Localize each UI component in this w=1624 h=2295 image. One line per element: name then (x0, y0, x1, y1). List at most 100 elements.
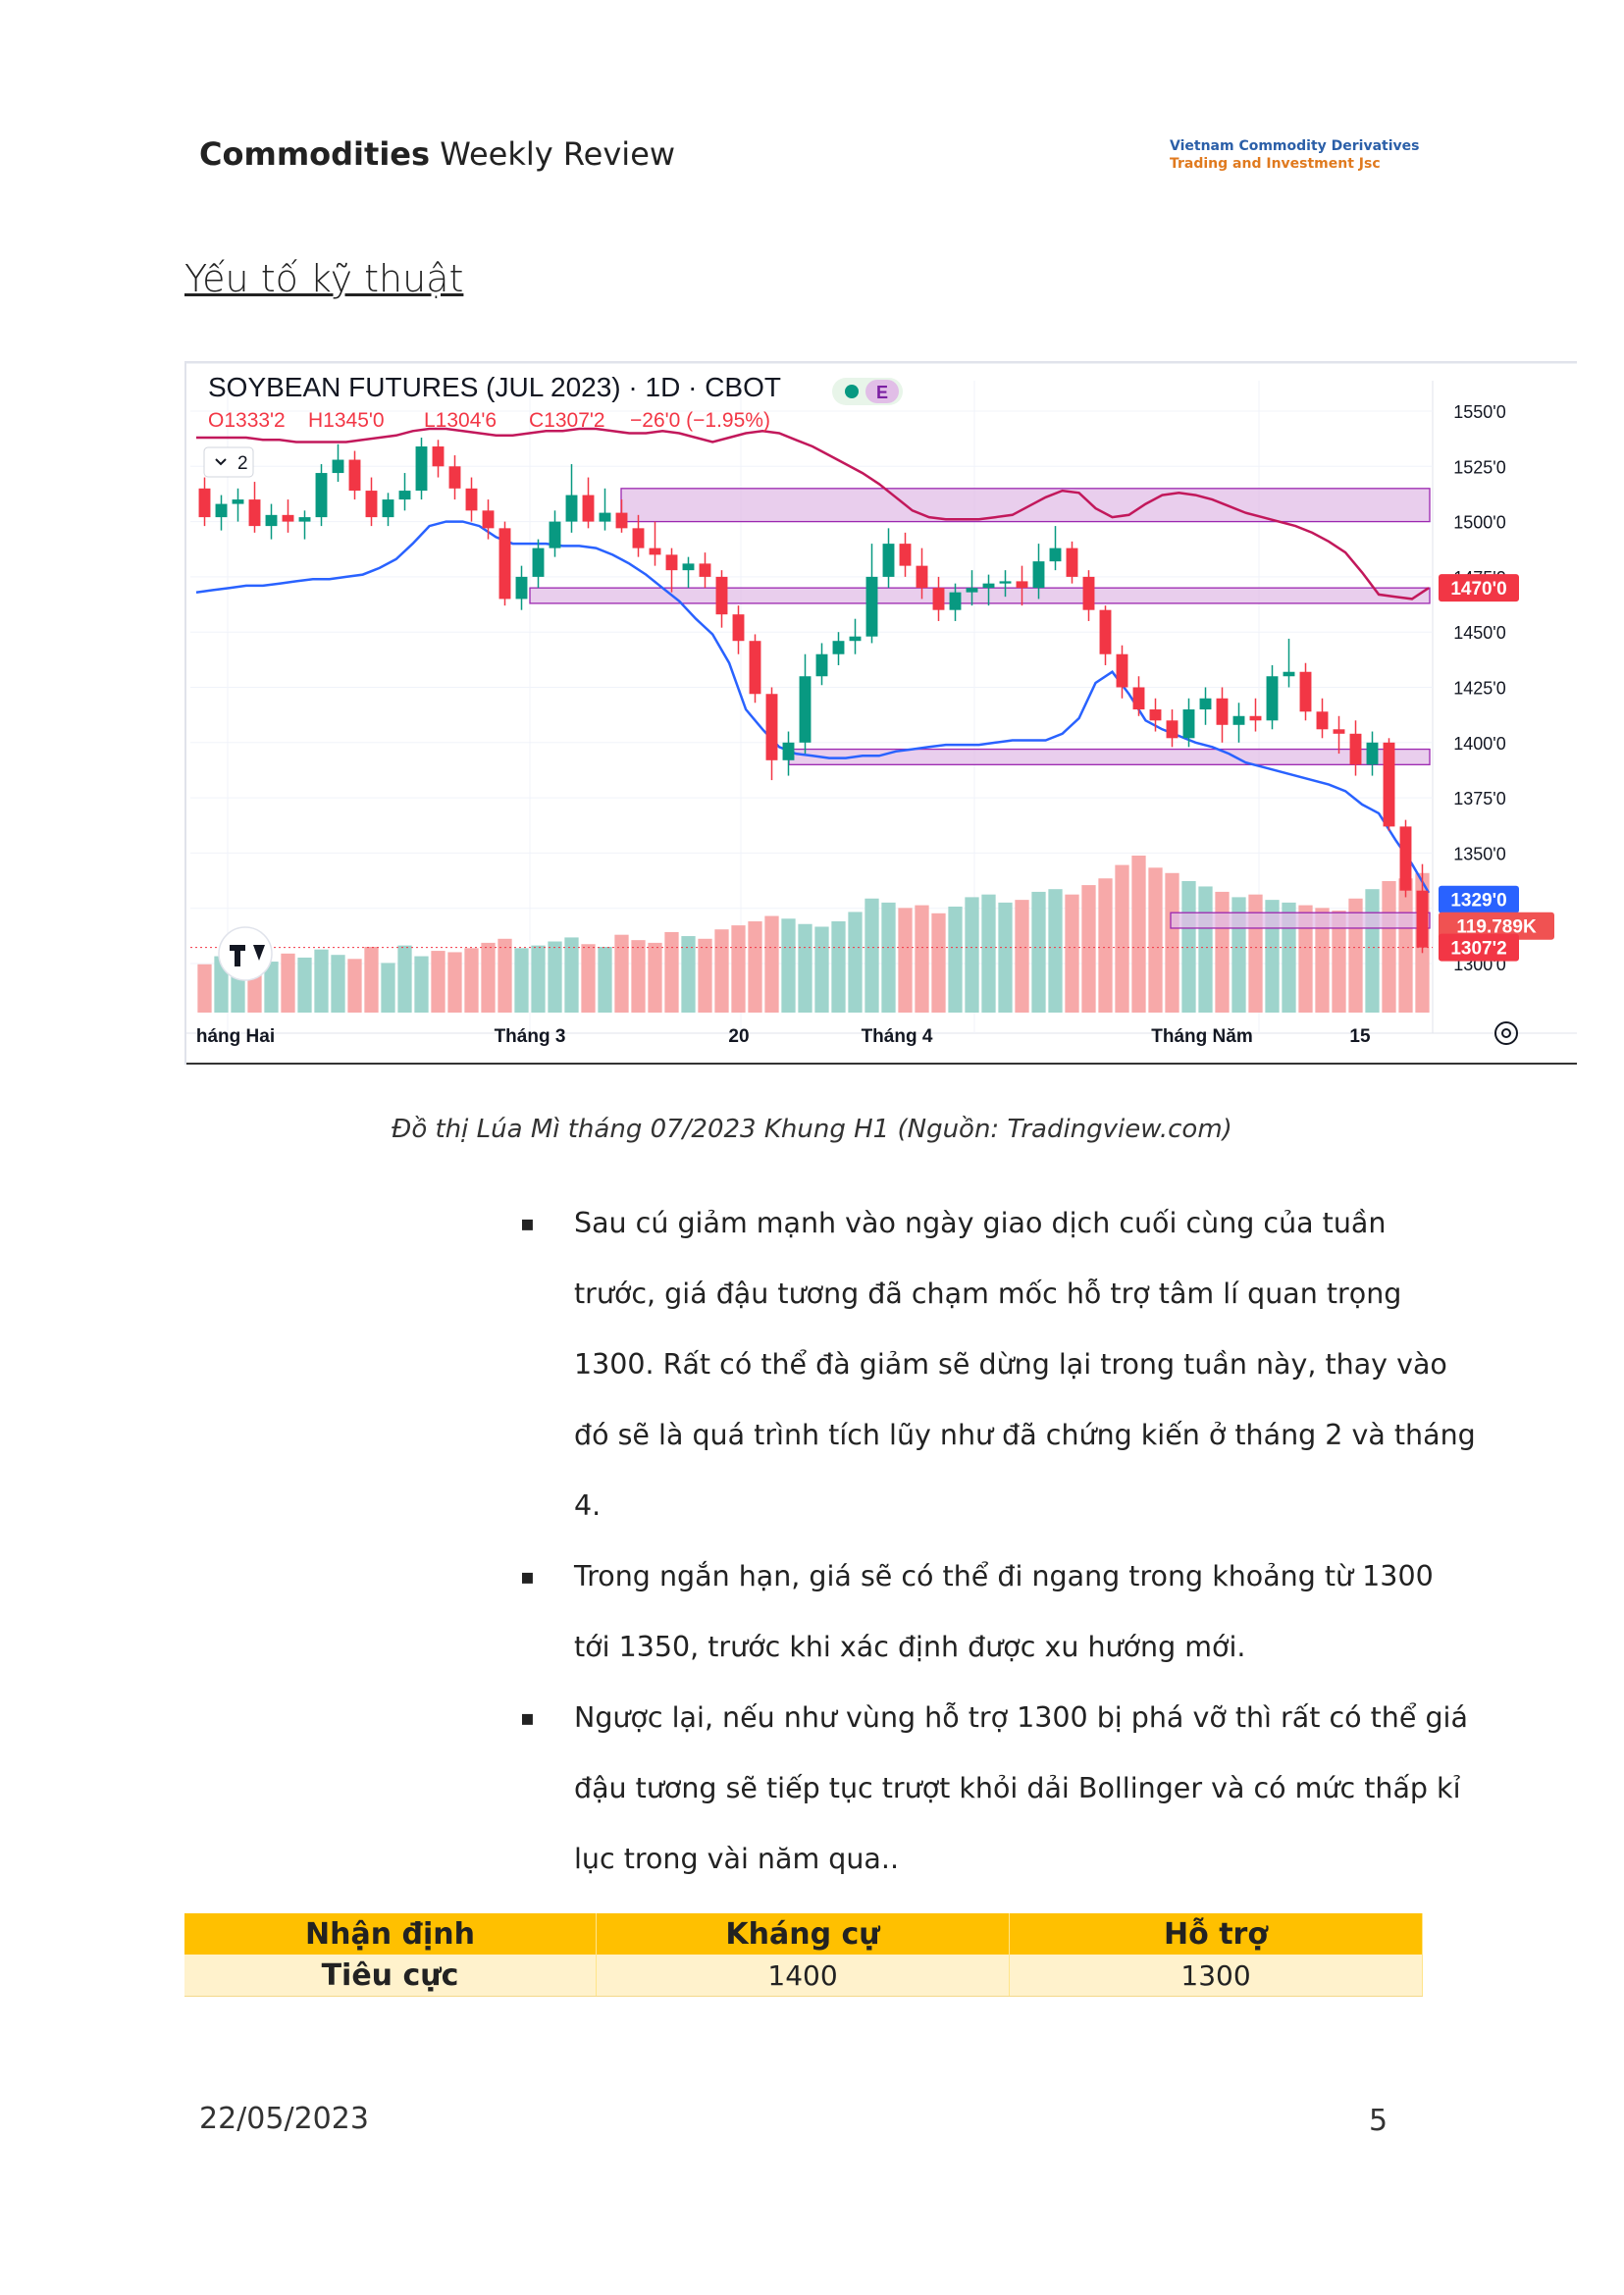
volume-bar (548, 941, 562, 1013)
volume-bar (531, 945, 546, 1013)
candle-body (832, 641, 845, 654)
chart-caption: Đồ thị Lúa Mì tháng 07/2023 Khung H1 (Ng… (392, 1115, 1232, 1144)
table-cell-resistance: 1400 (596, 1955, 1011, 1997)
candle-body (1383, 742, 1395, 827)
bollinger-lower-line (195, 520, 1431, 894)
volume-bar (781, 918, 796, 1013)
candle-body (215, 503, 228, 518)
candle-body (982, 583, 995, 589)
candle-body (1416, 890, 1429, 948)
chevron-down-icon (215, 458, 227, 466)
price-tag-label: 1307'2 (1450, 939, 1506, 960)
ohlc-value: O1333'2 (208, 409, 286, 432)
candle-body (365, 491, 378, 518)
volume-bar (447, 952, 462, 1013)
candle-body (1232, 715, 1245, 725)
price-chart: 1300'01325'01350'01375'01400'01425'01450… (184, 360, 1577, 1065)
candle-body (398, 491, 411, 500)
y-tick-label: 1375'0 (1453, 789, 1506, 808)
candle-body (1216, 698, 1229, 725)
candle-body (1366, 742, 1379, 765)
candle-body (348, 459, 361, 492)
volume-bar (1298, 905, 1313, 1013)
volume-bar (1098, 878, 1113, 1013)
y-tick-label: 1450'0 (1453, 623, 1506, 643)
price-tag-label: 1329'0 (1450, 891, 1506, 912)
table-cell-outlook: Tiêu cực (184, 1955, 597, 1997)
ohlc-value: L1304'6 (424, 409, 497, 432)
y-tick-label: 1400'0 (1453, 734, 1506, 754)
volume-bar (1215, 891, 1230, 1013)
ohlc-value: C1307'2 (529, 409, 605, 432)
volume-bar (1131, 856, 1146, 1013)
table-header: Kháng cự (596, 1913, 1011, 1955)
volume-bar (347, 959, 362, 1013)
candle-body (1299, 671, 1312, 712)
volume-bar (264, 962, 279, 1013)
company-logo: Vietnam Commodity Derivatives Trading an… (1170, 137, 1420, 173)
section-title: Yếu tố kỹ thuật (184, 257, 464, 300)
volume-bar (1398, 878, 1413, 1013)
ohlc-value: H1345'0 (308, 409, 385, 432)
volume-bar (1081, 885, 1096, 1013)
candle-body (1283, 671, 1295, 677)
candle-body (732, 614, 745, 642)
volume-bar (698, 938, 712, 1013)
volume-bar (848, 912, 863, 1013)
volume-bar (364, 946, 379, 1013)
candle-body (1099, 609, 1112, 654)
candle-body (515, 576, 528, 600)
candle-body (1316, 711, 1329, 730)
candle-body (549, 521, 561, 548)
candle-body (899, 544, 912, 566)
volume-bar (764, 915, 779, 1013)
candle-body (465, 488, 478, 511)
tradingview-logo-icon (218, 926, 273, 981)
candle-body (1166, 720, 1179, 739)
candle-body (1249, 715, 1262, 721)
volume-bar (648, 942, 662, 1013)
candle-body (699, 563, 711, 577)
bullet-text-line: 1300. Rất có thể đà giảm sẽ dừng lại tro… (574, 1348, 1447, 1381)
bullet-text-line: đậu tương sẽ tiếp tục trượt khỏi dải Bol… (574, 1772, 1461, 1804)
volume-bar (197, 964, 212, 1013)
y-tick-label: 1550'0 (1453, 402, 1506, 422)
table-header-row: Nhận định Kháng cự Hỗ trợ (184, 1913, 1423, 1955)
price-tag-label: 1470'0 (1450, 579, 1506, 600)
volume-bar (598, 946, 612, 1013)
volume-bar (631, 940, 646, 1013)
price-tag (1439, 912, 1554, 940)
candle-body (1116, 653, 1128, 688)
volume-bar (381, 963, 395, 1013)
volume-bar (314, 949, 329, 1013)
volume-bar (1382, 880, 1396, 1013)
candle-body (248, 499, 261, 527)
candle-body (1132, 687, 1145, 710)
candle-body (565, 495, 578, 522)
candle-body (382, 499, 394, 518)
candle-body (582, 495, 595, 522)
volume-bar (864, 898, 879, 1013)
volume-bar (898, 908, 913, 1013)
candle-body (615, 512, 628, 529)
footer-date: 22/05/2023 (199, 2102, 369, 2136)
candle-body (265, 514, 278, 527)
bullet-text-line: 4. (574, 1489, 602, 1522)
x-tick-label: Tháng 4 (862, 1026, 933, 1047)
support-resistance-zone (529, 587, 1431, 604)
bullet-text-line: lục trong vài năm qua.. (574, 1843, 900, 1875)
x-tick-label: 20 (728, 1026, 749, 1047)
logo-line-1: Vietnam Commodity Derivatives (1170, 138, 1420, 154)
candle-body (332, 459, 344, 474)
x-tick-label: háng Hai (196, 1026, 275, 1047)
volume-bar (431, 951, 445, 1013)
table-header: Nhận định (184, 1913, 597, 1955)
y-tick-label: 1525'0 (1453, 457, 1506, 477)
volume-bar (281, 953, 295, 1013)
price-tag (1439, 933, 1519, 962)
volume-bar (1148, 867, 1163, 1013)
volume-bar (1165, 872, 1179, 1013)
volume-bar (514, 948, 529, 1013)
volume-bar (297, 957, 312, 1013)
candle-body (932, 588, 945, 610)
